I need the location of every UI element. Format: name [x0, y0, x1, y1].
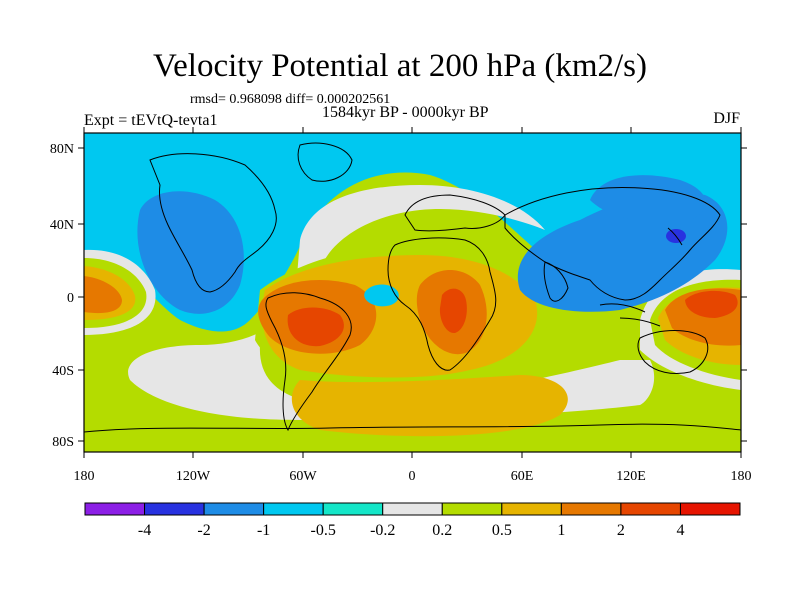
- coastlines: [84, 142, 741, 433]
- colorbar-label: 1: [557, 522, 565, 539]
- coast-asia: [504, 187, 721, 301]
- lon-label: 60W: [289, 469, 317, 484]
- colorbar-swatch: [441, 502, 503, 516]
- field-gray-band: [128, 185, 655, 420]
- lat-label: 80S: [52, 435, 74, 450]
- colorbar-swatch: [322, 502, 384, 516]
- colorbar-swatch: [84, 502, 146, 516]
- colorbar-label: -0.5: [311, 522, 336, 539]
- stats-text: rmsd= 0.968098 diff= 0.000202561: [190, 92, 391, 107]
- field-redorange-wp: [685, 290, 738, 318]
- field-redorange-af: [439, 288, 467, 334]
- period-text: 1584kyr BP - 0000kyr BP: [322, 104, 489, 121]
- colorbar-label: 2: [617, 522, 625, 539]
- coast-australia: [637, 330, 709, 375]
- coast-greenland: [297, 142, 353, 182]
- field-orange-ep: [84, 276, 122, 314]
- field-north-cyan: [84, 133, 741, 332]
- lon-label: 120W: [176, 469, 211, 484]
- lat-label: 40N: [50, 218, 74, 233]
- coast-antarctica: [84, 423, 741, 433]
- colorbar: -4 -2 -1 -0.5 -0.2 0.2 0.5 1 2 4: [84, 502, 741, 539]
- field-blue-na: [137, 191, 244, 314]
- lon-label: 120E: [616, 469, 646, 484]
- colorbar-swatch: [560, 502, 622, 516]
- longitude-axis: 180 120W 60W 0 60E 120E 180: [74, 127, 752, 484]
- velocity-potential-field: [84, 133, 741, 452]
- colorbar-swatch: [144, 502, 205, 516]
- lon-label: 180: [731, 469, 752, 484]
- colorbar-label: -1: [257, 522, 270, 539]
- coast-indonesia: [599, 303, 661, 327]
- colorbar-swatch: [501, 502, 562, 516]
- coast-south-america: [265, 292, 352, 432]
- coast-north-america: [149, 153, 277, 293]
- lon-label: 60E: [511, 469, 534, 484]
- field-blue-asia-n: [590, 175, 707, 222]
- field-redorange-sa: [287, 307, 344, 347]
- colorbar-swatch: [263, 502, 324, 516]
- lat-label: 0: [67, 291, 74, 306]
- coast-africa: [387, 237, 497, 371]
- colorbar-label: 4: [676, 522, 684, 539]
- colorbar-swatch: [203, 502, 265, 516]
- season-label: DJF: [713, 110, 740, 127]
- colorbar-label: 0.5: [492, 522, 512, 539]
- field-gold-south: [291, 375, 568, 437]
- colorbar-label: 0.2: [432, 522, 452, 539]
- colorbar-swatch: [620, 502, 681, 516]
- field-blue-asia: [517, 191, 728, 312]
- field-cyan-oval: [364, 284, 399, 307]
- colorbar-label: -4: [138, 522, 151, 539]
- lat-label: 80N: [50, 142, 74, 157]
- plot-title: Velocity Potential at 200 hPa (km2/s): [152, 48, 648, 84]
- lat-label: 40S: [52, 364, 74, 379]
- colorbar-swatch: [382, 502, 443, 516]
- latitude-axis: 80N 40N 0 40S 80S: [50, 142, 747, 450]
- colorbar-label: -2: [197, 522, 210, 539]
- lon-label: 0: [409, 469, 416, 484]
- colorbar-label: -0.2: [370, 522, 395, 539]
- coast-india: [543, 261, 569, 302]
- colorbar-swatch: [679, 502, 741, 516]
- experiment-label: Expt = tEVtQ-tevta1: [84, 112, 218, 129]
- coast-japan: [667, 227, 683, 246]
- lon-label: 180: [74, 469, 95, 484]
